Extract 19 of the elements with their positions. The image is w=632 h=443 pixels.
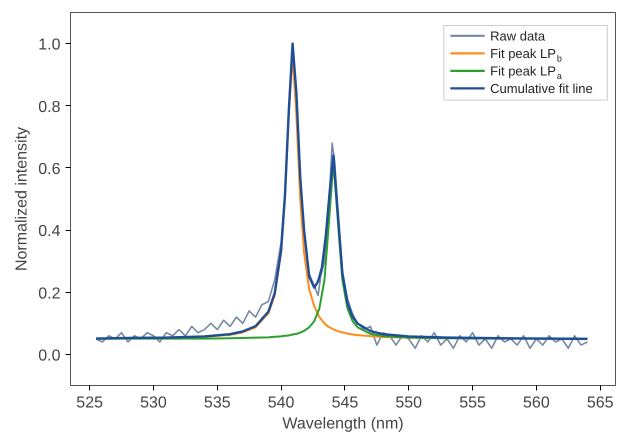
y-tick-label: 0.4 (38, 223, 61, 240)
x-tick-label: 530 (140, 394, 167, 412)
x-tick-label: 525 (76, 394, 104, 412)
x-tick-label: 540 (268, 394, 295, 412)
legend-label: Raw data (490, 28, 546, 44)
y-tick-label: 0.0 (38, 347, 61, 364)
y-tick-label: 0.8 (38, 98, 61, 116)
legend-label: Cumulative fit line (490, 80, 593, 96)
x-tick-label: 550 (395, 394, 422, 412)
x-tick-label: 560 (523, 394, 550, 412)
y-tick-label: 1.0 (38, 36, 61, 54)
y-tick-label: 0.2 (38, 285, 61, 302)
x-axis-title: Wavelength (nm) (282, 416, 404, 432)
x-tick-label: 545 (332, 394, 358, 412)
y-tick-label: 0.6 (38, 160, 61, 178)
x-tick-label: 535 (204, 394, 231, 412)
x-tick-label: 565 (586, 394, 614, 412)
x-tick-label: 555 (459, 394, 486, 412)
y-axis-title: Normalized intensity (13, 126, 30, 272)
